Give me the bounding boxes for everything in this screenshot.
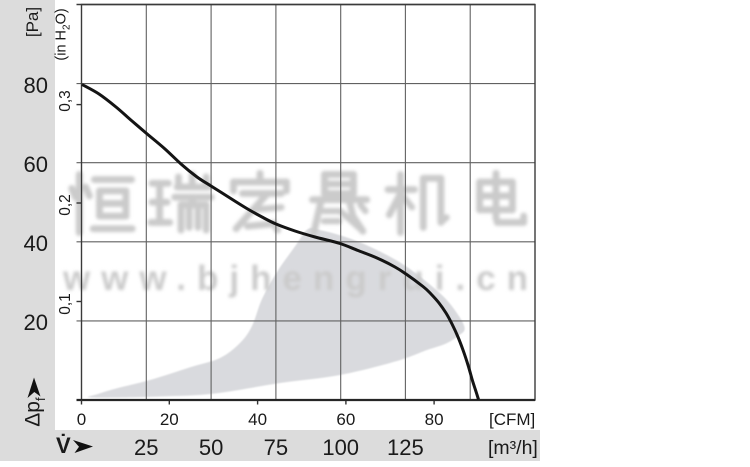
svg-text:www.bjhengrui.cn: www.bjhengrui.cn bbox=[62, 259, 539, 298]
